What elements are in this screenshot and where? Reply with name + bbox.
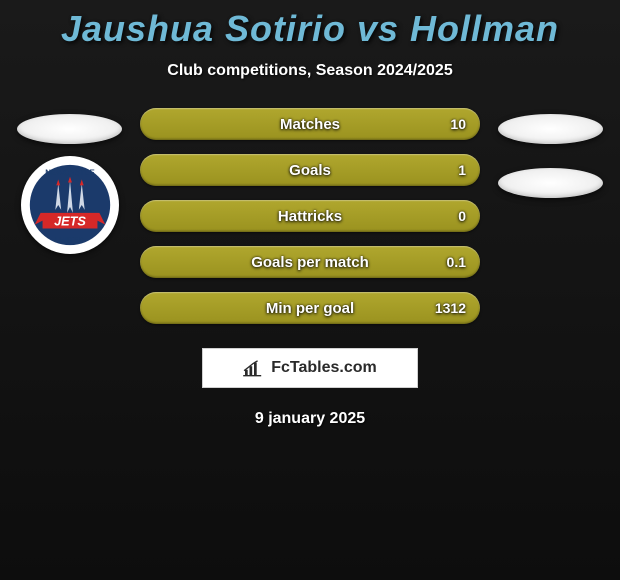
brand-name: FcTables.com [271,359,377,377]
right-column [498,108,603,198]
club-badge-left: NEWCASTLE UNITED JETS [21,156,119,254]
svg-text:NEWCASTLE: NEWCASTLE [45,169,95,178]
stat-label: Hattricks [278,208,342,225]
date-text: 9 january 2025 [0,410,620,428]
stat-value-right: 1 [458,162,466,178]
newcastle-jets-badge-icon: NEWCASTLE UNITED JETS [21,156,119,254]
page-title: Jaushua Sotirio vs Hollman [0,8,620,50]
player-photo-placeholder-right [498,114,603,144]
content-row: NEWCASTLE UNITED JETS [0,108,620,324]
stat-label: Goals per match [251,254,369,271]
club-badge-placeholder-right [498,168,603,198]
stats-column: Matches 10 Goals 1 Hattricks 0 Goals per… [140,108,480,324]
stat-value-right: 10 [450,116,466,132]
svg-text:UNITED: UNITED [55,236,84,245]
stat-row-goals-per-match: Goals per match 0.1 [140,246,480,278]
stat-label: Goals [289,162,331,179]
stat-label: Matches [280,116,340,133]
stat-row-goals: Goals 1 [140,154,480,186]
infographic-container: Jaushua Sotirio vs Hollman Club competit… [0,0,620,428]
stat-value-right: 0.1 [447,254,466,270]
subtitle: Club competitions, Season 2024/2025 [0,62,620,80]
left-column: NEWCASTLE UNITED JETS [17,108,122,254]
stat-label: Min per goal [266,300,354,317]
stat-row-min-per-goal: Min per goal 1312 [140,292,480,324]
svg-text:JETS: JETS [54,214,86,229]
stat-value-right: 0 [458,208,466,224]
stat-row-hattricks: Hattricks 0 [140,200,480,232]
stat-value-right: 1312 [435,300,466,316]
stat-row-matches: Matches 10 [140,108,480,140]
footer-attribution[interactable]: FcTables.com [202,348,418,388]
player-photo-placeholder-left [17,114,122,144]
bar-chart-icon [243,359,265,377]
